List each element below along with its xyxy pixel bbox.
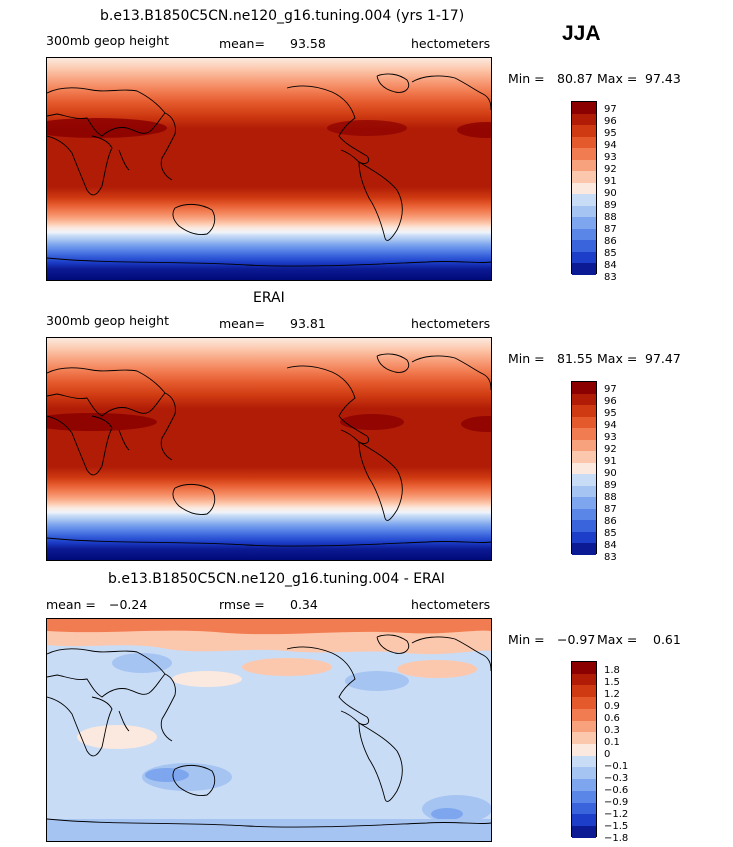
panel-1-cbar-label: 90 xyxy=(604,188,617,199)
panel-1-units: hectometers xyxy=(411,36,491,51)
panel-1-title: b.e13.B1850C5CN.ne120_g16.tuning.004 (yr… xyxy=(100,8,465,24)
panel-3-rmse-label: rmse = xyxy=(219,597,265,612)
panel-2-cbar-label: 92 xyxy=(604,444,617,455)
panel-3-colorbar xyxy=(571,661,597,838)
panel-2-cbar-label: 85 xyxy=(604,528,617,539)
panel-2-cbar-label: 95 xyxy=(604,408,617,419)
panel-2-max-label: Max = xyxy=(597,351,638,366)
panel-3-title: b.e13.B1850C5CN.ne120_g16.tuning.004 - E… xyxy=(108,571,445,587)
panel-1-variable: 300mb geop height xyxy=(46,33,169,48)
panel-3-cbar-label: 0.9 xyxy=(604,701,620,712)
panel-3-mean-label: mean = xyxy=(46,597,96,612)
panel-1-min-value: 80.87 xyxy=(557,71,593,86)
panel-3-map xyxy=(46,618,492,842)
panel-2-mean-value: 93.81 xyxy=(290,316,326,331)
panel-1-cbar-label: 87 xyxy=(604,224,617,235)
panel-2-title: ERAI xyxy=(253,290,285,306)
panel-1-map xyxy=(46,57,492,281)
panel-3-units: hectometers xyxy=(411,597,491,612)
panel-3-cbar-label: 0.1 xyxy=(604,737,620,748)
panel-3-max-label: Max = xyxy=(597,632,638,647)
panel-2-cbar-label: 94 xyxy=(604,420,617,431)
panel-3-cbar-label: −0.6 xyxy=(604,785,629,796)
panel-1-cbar-label: 96 xyxy=(604,116,617,127)
panel-1-mean-value: 93.58 xyxy=(290,36,326,51)
panel-2-min-label: Min = xyxy=(508,351,545,366)
panel-2-cbar-label: 87 xyxy=(604,504,617,515)
panel-1-cbar-label: 91 xyxy=(604,176,617,187)
panel-1-cbar-label: 84 xyxy=(604,260,617,271)
panel-3-cbar-label: −1.8 xyxy=(604,833,629,844)
panel-2-cbar-label: 89 xyxy=(604,480,617,491)
panel-3-cbar-label: 0.3 xyxy=(604,725,620,736)
panel-3-min-value: −0.97 xyxy=(557,632,596,647)
panel-1-cbar-label: 89 xyxy=(604,200,617,211)
panel-1-cbar-label: 94 xyxy=(604,140,617,151)
panel-1-cbar-label: 97 xyxy=(604,104,617,115)
panel-3-min-label: Min = xyxy=(508,632,545,647)
panel-2-map-svg xyxy=(47,338,491,560)
panel-3-map-svg xyxy=(47,619,491,841)
panel-1-cbar-label: 83 xyxy=(604,272,617,283)
panel-2-cbar-label: 84 xyxy=(604,540,617,551)
panel-1-mean-label: mean= xyxy=(219,36,265,51)
panel-1-cbar-label: 92 xyxy=(604,164,617,175)
panel-3-rmse-value: 0.34 xyxy=(290,597,318,612)
panel-2-cbar-label: 91 xyxy=(604,456,617,467)
panel-2-mean-label: mean= xyxy=(219,316,265,331)
panel-1-map-svg xyxy=(47,58,491,280)
panel-1-max-value: 97.43 xyxy=(645,71,681,86)
panel-3-cbar-label: −0.3 xyxy=(604,773,629,784)
panel-1-cbar-label: 86 xyxy=(604,236,617,247)
panel-3-cbar-label: −0.1 xyxy=(604,761,629,772)
panel-1-cbar-label: 95 xyxy=(604,128,617,139)
season-label: JJA xyxy=(562,22,601,45)
panel-2-cbar-label: 86 xyxy=(604,516,617,527)
panel-1-cbar-label: 93 xyxy=(604,152,617,163)
panel-3-cbar-label: 0.6 xyxy=(604,713,620,724)
panel-2-cbar-label: 93 xyxy=(604,432,617,443)
panel-3-cbar-label: 0 xyxy=(604,749,611,760)
panel-2-variable: 300mb geop height xyxy=(46,313,169,328)
panel-2-cbar-label: 97 xyxy=(604,384,617,395)
panel-3-mean-value: −0.24 xyxy=(109,597,148,612)
panel-1-cbar-label: 85 xyxy=(604,248,617,259)
panel-2-cbar-label: 83 xyxy=(604,552,617,563)
panel-3-cbar-label: −1.5 xyxy=(604,821,629,832)
panel-2-units: hectometers xyxy=(411,316,491,331)
panel-2-max-value: 97.47 xyxy=(645,351,681,366)
panel-2-cbar-label: 88 xyxy=(604,492,617,503)
panel-1-max-label: Max = xyxy=(597,71,638,86)
panel-3-cbar-label: 1.2 xyxy=(604,689,620,700)
panel-1-colorbar xyxy=(571,101,597,275)
panel-2-map xyxy=(46,337,492,561)
panel-3-cbar-label: 1.8 xyxy=(604,665,620,676)
panel-1-min-label: Min = xyxy=(508,71,545,86)
panel-2-min-value: 81.55 xyxy=(557,351,593,366)
panel-2-cbar-label: 96 xyxy=(604,396,617,407)
panel-3-max-value: 0.61 xyxy=(653,632,681,647)
panel-3-cbar-label: 1.5 xyxy=(604,677,620,688)
panel-1-cbar-label: 88 xyxy=(604,212,617,223)
panel-3-cbar-label: −1.2 xyxy=(604,809,629,820)
panel-3-cbar-label: −0.9 xyxy=(604,797,629,808)
panel-2-cbar-label: 90 xyxy=(604,468,617,479)
panel-2-colorbar xyxy=(571,381,597,555)
